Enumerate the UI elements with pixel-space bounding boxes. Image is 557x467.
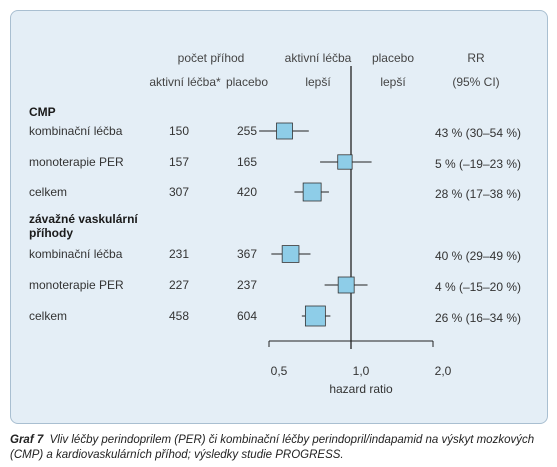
hr-marker: [302, 182, 322, 202]
favors-placebo-label-1: placebo: [371, 51, 415, 65]
hr-marker: [304, 305, 326, 327]
group-title-vascular: závažné vaskulární příhody: [29, 212, 138, 240]
caption-prefix: Graf 7: [10, 434, 44, 446]
rr-header-1: RR: [467, 51, 485, 65]
row-ci-text: 4 % (–15–20 %): [434, 280, 521, 294]
row-active-count: 307: [168, 185, 190, 199]
caption-text: Vliv léčby perindoprilem (PER) či kombin…: [10, 434, 535, 461]
row-active-count: 458: [168, 309, 190, 323]
row-placebo-count: 255: [236, 124, 258, 138]
row-label: kombinační léčba: [29, 247, 123, 261]
row-label: monoterapie PER: [29, 155, 124, 169]
row-label: celkem: [29, 309, 68, 323]
row-placebo-count: 367: [236, 247, 258, 261]
favors-active-label-2: lepší: [305, 75, 331, 89]
row-active-count: 150: [168, 124, 190, 138]
x-tick-label: 2,0: [434, 364, 452, 378]
row-placebo-count: 604: [236, 309, 258, 323]
figure-caption: Graf 7 Vliv léčby perindoprilem (PER) či…: [10, 433, 550, 463]
row-label: kombinační léčba: [29, 124, 123, 138]
hr-marker: [337, 276, 355, 294]
row-ci-text: 28 % (17–38 %): [434, 187, 521, 201]
row-ci-text: 43 % (30–54 %): [434, 126, 521, 140]
row-label: celkem: [29, 185, 68, 199]
chart-panel: počet příhod aktivní léčba* placebo akti…: [10, 10, 548, 424]
row-ci-text: 40 % (29–49 %): [434, 249, 521, 263]
hr-marker: [281, 245, 300, 263]
row-label: monoterapie PER: [29, 278, 124, 292]
row-active-count: 231: [168, 247, 190, 261]
hr-marker: [337, 154, 353, 170]
col-active-header: aktivní léčba*: [149, 75, 221, 89]
row-ci-text: 5 % (–19–23 %): [434, 157, 521, 171]
row-placebo-count: 165: [236, 155, 258, 169]
row-active-count: 157: [168, 155, 190, 169]
favors-active-label-1: aktivní léčba: [284, 51, 352, 65]
hr-marker: [276, 122, 293, 140]
row-placebo-count: 420: [236, 185, 258, 199]
counts-title: počet příhod: [177, 51, 245, 65]
group-title-cmp: CMP: [29, 105, 56, 119]
col-placebo-header: placebo: [225, 75, 269, 89]
x-axis-title: hazard ratio: [329, 382, 393, 396]
x-tick-label: 1,0: [352, 364, 370, 378]
forest-plot-svg: [259, 66, 434, 349]
favors-placebo-label-2: lepší: [380, 75, 406, 89]
rr-header-2: (95% CI): [452, 75, 500, 89]
x-tick-label: 0,5: [270, 364, 288, 378]
row-active-count: 227: [168, 278, 190, 292]
row-placebo-count: 237: [236, 278, 258, 292]
row-ci-text: 26 % (16–34 %): [434, 311, 521, 325]
